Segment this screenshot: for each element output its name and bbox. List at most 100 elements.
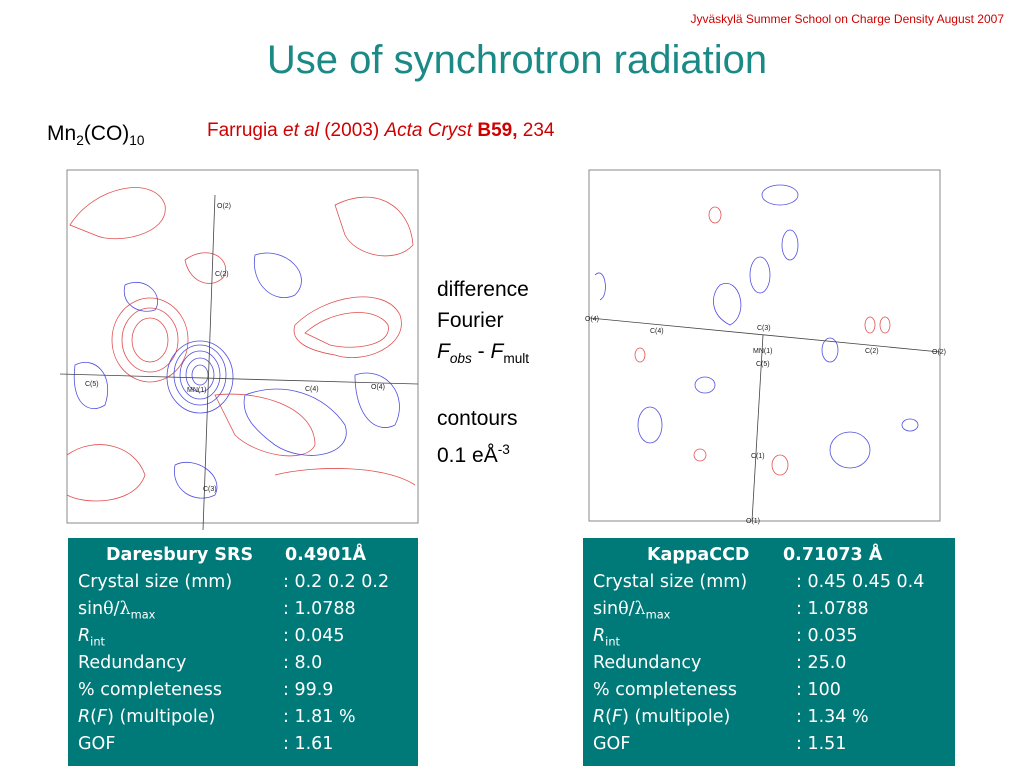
- f: F: [437, 340, 450, 363]
- table-row: GOF : 1.61: [68, 734, 418, 761]
- et-al: et al: [283, 120, 319, 141]
- table-row: R(F) (multipole): 1.34 %: [583, 707, 955, 734]
- atom-label: O(2): [932, 349, 946, 356]
- caption-line: Fourier: [437, 309, 504, 332]
- table-header: KappaCCD 0.71073 Å: [583, 545, 955, 572]
- caption-line: contours: [437, 407, 518, 431]
- row-value: : 1.81 %: [283, 707, 356, 727]
- atom-label: C(3): [757, 325, 771, 332]
- sub: obs: [449, 351, 472, 367]
- row-label: sinθ/λmax: [593, 599, 670, 622]
- label-part: F: [97, 707, 108, 727]
- label-part: Crystal size (mm): [593, 572, 748, 592]
- row-value: : 0.2 0.2 0.2: [283, 572, 390, 592]
- table-row: sinθ/λmax : 1.0788: [583, 599, 955, 626]
- label-part: Redundancy: [78, 653, 187, 673]
- table-row: sinθ/λmax : 1.0788: [68, 599, 418, 626]
- label-part: /: [113, 599, 120, 619]
- header-label: KappaCCD: [647, 545, 750, 565]
- row-value: : 0.45 0.45 0.4: [796, 572, 925, 592]
- sub: mult: [503, 351, 530, 367]
- label-part: sin: [593, 599, 619, 619]
- row-label: Rint: [593, 626, 620, 649]
- formula-part: (CO): [83, 122, 130, 145]
- journal: Acta Cryst: [384, 120, 473, 141]
- data-table: Daresbury SRS 0.4901Å Crystal size (mm) : 0…: [68, 538, 418, 766]
- label-part: Crystal size (mm): [78, 572, 233, 592]
- row-label: Crystal size (mm): [78, 572, 232, 592]
- row-label: sinθ/λmax: [78, 599, 155, 622]
- atom-label: C(5): [85, 381, 99, 388]
- row-label: Redundancy: [78, 653, 186, 673]
- label-part: R: [593, 707, 606, 727]
- label-part: GOF: [593, 734, 631, 754]
- label-part: max: [645, 607, 671, 622]
- table-row: % completeness: 100: [583, 680, 955, 707]
- label-part: R: [78, 707, 91, 727]
- contour-map: O(2) C(2) C(5) MN(1) C(4) O(4) C(3): [59, 169, 419, 531]
- atom-label: MN(1): [753, 348, 772, 355]
- atom-label: C(2): [865, 348, 879, 355]
- exponent: -3: [497, 442, 510, 458]
- label-part: /: [628, 599, 635, 619]
- row-value: : 1.61: [283, 734, 334, 754]
- atom-label: C(4): [650, 328, 664, 335]
- row-value: : 1.0788: [796, 599, 869, 619]
- label-part: max: [130, 607, 156, 622]
- bond-axes: [59, 194, 419, 531]
- atom-label: O(2): [217, 203, 231, 210]
- f: F: [490, 340, 504, 363]
- row-value: : 0.045: [283, 626, 345, 646]
- atom-label: O(1): [746, 518, 760, 525]
- label-part: int: [605, 634, 620, 649]
- row-value: : 1.34 %: [796, 707, 869, 727]
- label-part: θ: [618, 599, 629, 619]
- data-table: KappaCCD 0.71073 Å Crystal size (mm) : 0.45…: [583, 538, 955, 766]
- row-label: GOF: [593, 734, 630, 754]
- label-part: (: [90, 707, 97, 727]
- row-value: : 1.51: [796, 734, 847, 754]
- row-value: : 25.0: [796, 653, 847, 673]
- label-part: ) (multipole): [622, 707, 731, 727]
- label-part: int: [90, 634, 105, 649]
- table-row: Crystal size (mm) : 0.45 0.45 0.4: [583, 572, 955, 599]
- table-row: GOF : 1.51: [583, 734, 955, 761]
- page: 234: [522, 120, 555, 141]
- table-row: Rint : 0.045: [68, 626, 418, 653]
- label-part: λ: [119, 599, 131, 619]
- label-part: % completeness: [593, 680, 738, 700]
- label-part: (: [605, 707, 612, 727]
- caption: difference Fourier Fobs - Fmult contours…: [437, 274, 529, 471]
- row-value: : 0.035: [796, 626, 858, 646]
- row-value: : 99.9: [283, 680, 334, 700]
- table-header: Daresbury SRS 0.4901Å: [68, 545, 418, 572]
- positive-contours: [66, 187, 416, 502]
- caption-line: 0.1 eÅ-3: [437, 434, 529, 471]
- atom-label: C(1): [751, 453, 765, 460]
- compound: Mn2(CO)10: [47, 122, 144, 148]
- row-label: GOF: [78, 734, 115, 754]
- header-label: Daresbury SRS: [106, 545, 254, 565]
- slide-title: Use of synchrotron radiation: [266, 38, 768, 82]
- label-part: R: [78, 626, 91, 646]
- row-label: Redundancy: [593, 653, 701, 673]
- label-part: θ: [103, 599, 114, 619]
- table-row: Redundancy: 8.0: [68, 653, 418, 680]
- table-row: % completeness : 99.9: [68, 680, 418, 707]
- label-part: sin: [78, 599, 104, 619]
- atom-label: MN(1): [187, 387, 206, 394]
- formula-part: Mn: [47, 122, 77, 145]
- table-row: R(F) (multipole): 1.81 %: [68, 707, 418, 734]
- table-row: Redundancy : 25.0: [583, 653, 955, 680]
- label-part: R: [593, 626, 606, 646]
- row-label: Rint: [78, 626, 105, 649]
- row-label: Crystal size (mm): [593, 572, 747, 592]
- label-part: % completeness: [78, 680, 223, 700]
- contour-map: O(4) C(4) C(3) MN(1) C(5) C(2) O(2) C(1) O(1): [585, 169, 946, 525]
- volume: B59,: [477, 120, 518, 141]
- reference: Farrugia et al (2003) Acta Cryst B59, 23…: [207, 120, 554, 142]
- negative-contours: [594, 184, 919, 469]
- row-value: : 1.0788: [283, 599, 356, 619]
- atom-label: O(4): [371, 384, 385, 391]
